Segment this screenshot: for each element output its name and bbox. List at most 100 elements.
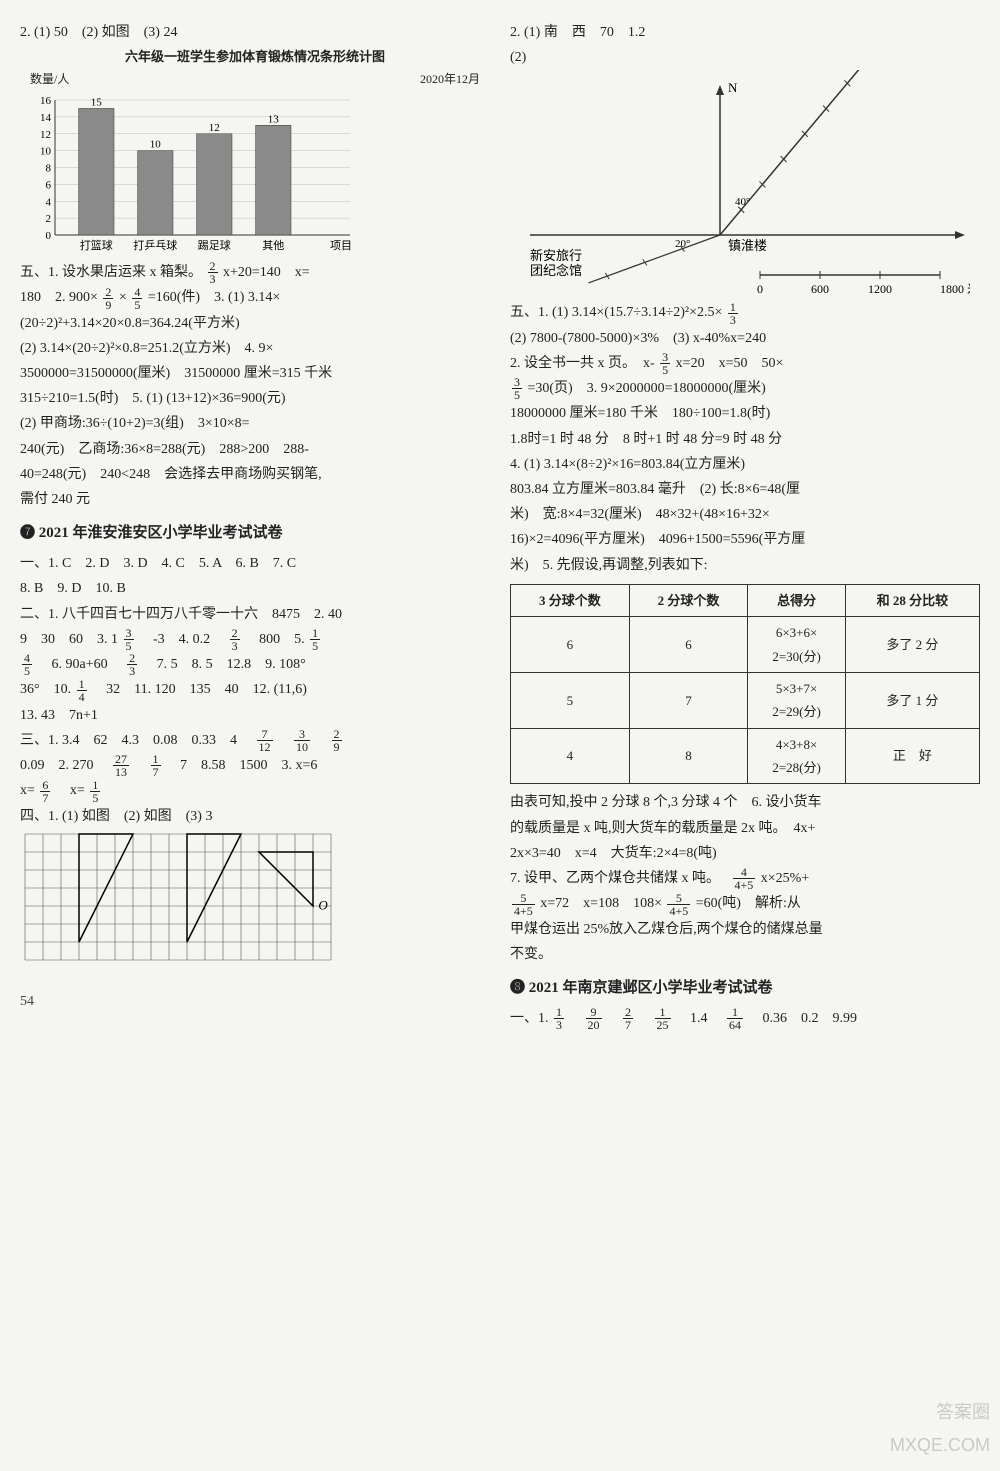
text-line: 13. 43 7n+1 (20, 703, 490, 728)
svg-text:1800 米: 1800 米 (940, 282, 970, 296)
text-line: 2. 设全书一共 x 页。 x- 35 x=20 x=50 50× (510, 351, 980, 376)
table-cell: 多了 1 分 (845, 672, 979, 728)
svg-text:O: O (318, 897, 328, 912)
section-7-title: ❼ 2021 年淮安淮安区小学毕业考试试卷 (20, 520, 490, 547)
fraction: 23 (127, 652, 137, 677)
fraction: 2713 (113, 753, 129, 778)
section-8-title: ❽ 2021 年南京建邺区小学毕业考试试卷 (510, 975, 980, 1002)
text-line: 180 2. 900× 29 × 45 =160(件) 3. (1) 3.14× (20, 285, 490, 310)
text-line: 一、1. C 2. D 3. D 4. C 5. A 6. B 7. C (20, 551, 490, 576)
svg-text:8: 8 (46, 163, 52, 175)
svg-text:新安旅行: 新安旅行 (530, 248, 582, 263)
fraction: 27 (623, 1006, 633, 1031)
text-line: 的载质量是 x 吨,则大货车的载质量是 2x 吨。 4x+ (510, 816, 980, 841)
svg-text:14: 14 (40, 112, 52, 124)
fraction: 17 (151, 753, 161, 778)
fraction: 45 (22, 652, 32, 677)
text-line: 2. (1) 50 (2) 如图 (3) 24 (20, 20, 490, 45)
text-line: 40=248(元) 240<248 会选择去甲商场购买钢笔, (20, 462, 490, 487)
fraction: 23 (230, 627, 240, 652)
text-line: 315÷210=1.5(时) 5. (1) (13+12)×36=900(元) (20, 386, 490, 411)
score-table: 3 分球个数2 分球个数总得分和 28 分比较 666×3+6× 2=30(分)… (510, 584, 980, 785)
text-line: 803.84 立方厘米=803.84 毫升 (2) 长:8×6=48(厘 (510, 477, 980, 502)
text-line: 3500000=31500000(厘米) 31500000 厘米=315 千米 (20, 361, 490, 386)
fraction: 15 (90, 779, 100, 804)
fraction: 164 (727, 1006, 743, 1031)
bar-chart: 六年级一班学生参加体育锻炼情况条形统计图 数量/人 2020年12月 02468… (20, 45, 490, 260)
table-row: 575×3+7× 2=29(分)多了 1 分 (511, 672, 980, 728)
chart-date: 2020年12月 (420, 69, 480, 91)
table-cell: 5×3+7× 2=29(分) (748, 672, 846, 728)
svg-text:踢足球: 踢足球 (198, 238, 231, 252)
table-cell: 4 (511, 728, 630, 784)
chart-title: 六年级一班学生参加体育锻炼情况条形统计图 (20, 45, 490, 68)
text-line: 五、1. 设水果店运来 x 箱梨。 23 x+20=140 x= (20, 260, 490, 285)
svg-text:6: 6 (46, 180, 52, 192)
text-line: x= 67 x= 15 (20, 778, 490, 803)
table-cell: 7 (629, 672, 748, 728)
text-line: 35 =30(页) 3. 9×2000000=18000000(厘米) (510, 376, 980, 401)
text-line: 需付 240 元 (20, 487, 490, 512)
text-line: 54+5 x=72 x=108 108× 54+5 =60(吨) 解析:从 (510, 891, 980, 916)
text-line: 0.09 2. 270 2713 17 7 8.58 1500 3. x=6 (20, 753, 490, 778)
text-line: 五、1. (1) 3.14×(15.7÷3.14÷2)²×2.5× 13 (510, 300, 980, 325)
page: 2. (1) 50 (2) 如图 (3) 24 六年级一班学生参加体育锻炼情况条… (20, 20, 980, 1031)
page-number: 54 (20, 989, 490, 1014)
fraction: 35 (660, 351, 670, 376)
svg-text:镇淮楼: 镇淮楼 (728, 238, 767, 253)
fraction: 712 (257, 728, 273, 753)
watermark: 答案圈 MXQE.COM (890, 1396, 990, 1461)
fraction: 29 (332, 728, 342, 753)
watermark-line: 答案圈 (890, 1396, 990, 1428)
svg-text:600: 600 (811, 282, 829, 296)
svg-text:40°: 40° (735, 196, 750, 208)
svg-text:13: 13 (268, 113, 280, 125)
table-cell: 4×3+8× 2=28(分) (748, 728, 846, 784)
table-cell: 多了 2 分 (845, 617, 979, 673)
text-line: 三、1. 3.4 62 4.3 0.08 0.33 4 712 310 29 (20, 728, 490, 753)
fraction: 13 (728, 301, 738, 326)
fraction: 35 (512, 376, 522, 401)
svg-text:0: 0 (757, 282, 763, 296)
fraction: 125 (655, 1006, 671, 1031)
table-header-cell: 3 分球个数 (511, 584, 630, 616)
table-row: 666×3+6× 2=30(分)多了 2 分 (511, 617, 980, 673)
fraction: 29 (103, 286, 113, 311)
left-column: 2. (1) 50 (2) 如图 (3) 24 六年级一班学生参加体育锻炼情况条… (20, 20, 490, 1031)
text-line: (2) (510, 45, 980, 70)
bar-chart-svg: 024681012141615打篮球10打乒乓球12踢足球13其他项目 (20, 90, 360, 260)
svg-text:团纪念馆: 团纪念馆 (530, 263, 582, 278)
table-cell: 5 (511, 672, 630, 728)
text-line: 米) 宽:8×4=32(厘米) 48×32+(48×16+32× (510, 502, 980, 527)
grid-figure: O (20, 829, 340, 969)
chart-subtitle: 数量/人 2020年12月 (20, 69, 490, 91)
text-line: 一、1. 13 920 27 125 1.4 164 0.36 0.2 9.99 (510, 1006, 980, 1031)
svg-text:10: 10 (40, 146, 52, 158)
svg-text:项目: 项目 (330, 239, 352, 252)
fraction: 35 (124, 627, 134, 652)
text-line: 45 6. 90a+60 23 7. 5 8. 5 12.8 9. 108° (20, 652, 490, 677)
text-line: 二、1. 八千四百七十四万八千零一十六 8475 2. 40 (20, 602, 490, 627)
text-line: 四、1. (1) 如图 (2) 如图 (3) 3 (20, 804, 490, 829)
table-cell: 6 (511, 617, 630, 673)
text-line: 由表可知,投中 2 分球 8 个,3 分球 4 个 6. 设小货车 (510, 790, 980, 815)
text-line: 18000000 厘米=180 千米 180÷100=1.8(时) (510, 401, 980, 426)
text-line: 米) 5. 先假设,再调整,列表如下: (510, 553, 980, 578)
watermark-line: MXQE.COM (890, 1429, 990, 1461)
text-line: (2) 7800-(7800-5000)×3% (3) x-40%x=240 (510, 326, 980, 351)
svg-text:打乒乓球: 打乒乓球 (133, 238, 177, 252)
text-line: 9 30 60 3. 1 35 -3 4. 0.2 23 800 5. 15 (20, 627, 490, 652)
fraction: 13 (554, 1006, 564, 1031)
svg-text:N: N (728, 80, 738, 95)
table-cell: 8 (629, 728, 748, 784)
fraction: 15 (310, 627, 320, 652)
table-header-cell: 总得分 (748, 584, 846, 616)
table-cell: 6 (629, 617, 748, 673)
compass-diagram: N汽车东站40°20°新安旅行团纪念馆镇淮楼060012001800 米 (510, 70, 970, 300)
text-line: 4. (1) 3.14×(8÷2)²×16=803.84(立方厘米) (510, 452, 980, 477)
svg-text:打篮球: 打篮球 (80, 238, 113, 252)
fraction: 54+5 (512, 892, 535, 917)
text-line: (20÷2)²+3.14×20×0.8=364.24(平方米) (20, 311, 490, 336)
text-line: 7. 设甲、乙两个煤仓共储煤 x 吨。 44+5 x×25%+ (510, 866, 980, 891)
fraction: 23 (208, 260, 218, 285)
